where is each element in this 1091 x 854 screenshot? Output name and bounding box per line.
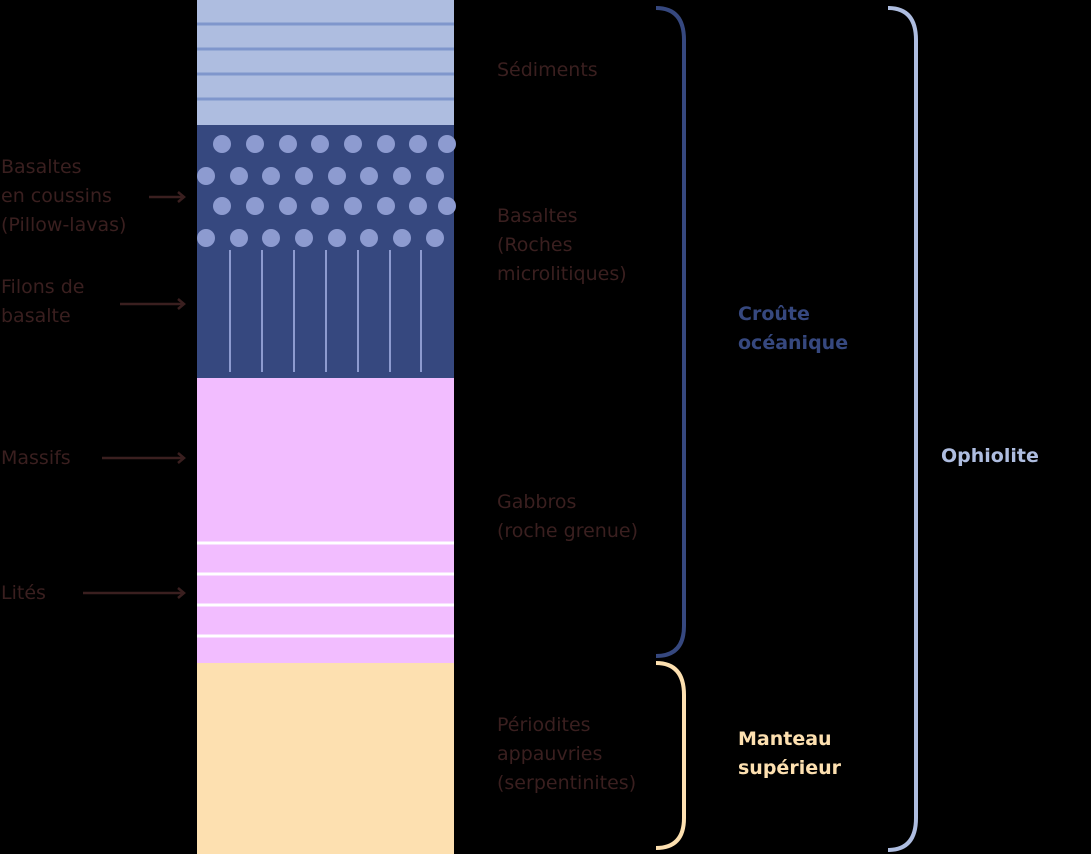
pillow-dot [197,229,215,247]
pillow-dot [344,135,362,153]
label-massive: Massifs [1,444,71,473]
pillow-dot [213,135,231,153]
mantle-brace [656,663,684,848]
label-pillow-lavas: Basaltes en coussins (Pillow-lavas) [1,153,126,240]
ophiolite-brace [888,8,916,850]
pillow-dot [328,167,346,185]
pillow-dot [295,167,313,185]
pillow-dot [377,197,395,215]
label-peridotites: Périodites appauvries (serpentinites) [497,711,636,798]
crust-brace [656,8,684,656]
label-oceanic-crust: Croûte océanique [738,300,848,358]
pillow-dot [426,167,444,185]
pillow-dot [311,135,329,153]
label-layered: Lités [1,579,46,608]
arrow-massive [102,453,184,463]
label-arrows [83,192,184,598]
label-ophiolite: Ophiolite [941,442,1039,471]
arrow-pillow [149,192,184,202]
pillow-dot [360,229,378,247]
pillow-dot [409,197,427,215]
gabbro-layer [197,378,454,663]
label-basalts: Basaltes (Roches microlitiques) [497,202,627,289]
pillow-dot [409,135,427,153]
label-sediments: Sédiments [497,56,598,85]
pillow-dot [295,229,313,247]
pillow-dot [377,135,395,153]
pillow-dot [438,135,456,153]
label-upper-mantle: Manteau supérieur [738,725,841,783]
pillow-dot [197,167,215,185]
pillow-dot [426,229,444,247]
pillow-dot [246,197,264,215]
pillow-dot [438,197,456,215]
peridotite-layer [197,663,454,854]
pillow-dot [246,135,264,153]
label-gabbros: Gabbros (roche grenue) [497,488,638,546]
pillow-dot [311,197,329,215]
arrow-dykes [120,299,184,309]
pillow-dot [230,167,248,185]
pillow-dot [279,197,297,215]
label-basalt-dykes: Filons de basalte [1,273,84,331]
pillow-dot [344,197,362,215]
pillow-dot [328,229,346,247]
pillow-dot [279,135,297,153]
pillow-dot [360,167,378,185]
pillow-dot [393,229,411,247]
pillow-dot [262,229,280,247]
pillow-dot [230,229,248,247]
pillow-dot [213,197,231,215]
arrow-layered [83,588,184,598]
pillow-dot [262,167,280,185]
sediments-layer [197,0,454,125]
pillow-dot [393,167,411,185]
